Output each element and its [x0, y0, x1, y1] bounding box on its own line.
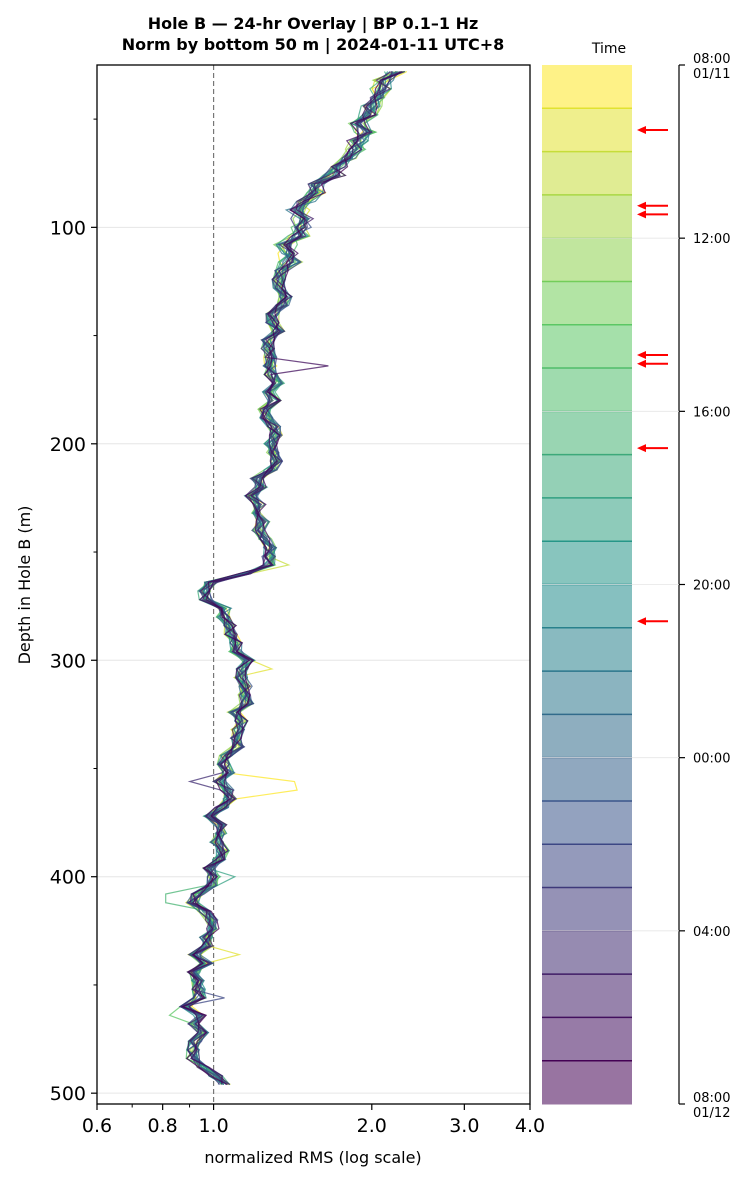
y-tick-label: 100 — [50, 217, 86, 239]
event-arrow — [637, 444, 668, 453]
colorbar — [542, 65, 632, 1105]
event-arrows — [637, 125, 668, 626]
colorbar-segment — [542, 757, 632, 802]
plot-frame — [96, 64, 531, 1105]
colorbar-segment — [542, 1060, 632, 1105]
colorbar-segment — [542, 194, 632, 239]
colorbar-segment — [542, 238, 632, 282]
colorbar-segment — [542, 108, 632, 153]
colorbar-segment — [542, 65, 632, 109]
colorbar-segment — [542, 844, 632, 889]
colorbar-segment — [542, 541, 632, 585]
x-axis-label: normalized RMS (log scale) — [204, 1148, 421, 1167]
event-arrow — [637, 201, 668, 210]
grid — [97, 226, 530, 1094]
chart-title-line: Hole B — 24-hr Overlay | BP 0.1–1 Hz — [148, 14, 479, 34]
x-tick-label: 3.0 — [449, 1115, 479, 1137]
colorbar-segment — [542, 671, 632, 715]
colorbar-segment — [542, 368, 632, 412]
time-tick-label: 12:00 — [693, 232, 730, 247]
time-tick-label: 01/12 — [693, 1106, 730, 1121]
time-tick-label: 20:00 — [693, 579, 730, 594]
colorbar-segment — [542, 584, 632, 629]
profiles — [165, 70, 408, 1086]
x-tick-label: 0.8 — [148, 1115, 178, 1137]
x-tick-label: 2.0 — [357, 1115, 387, 1137]
y-tick-label: 400 — [50, 867, 86, 889]
y-axis: 100 200 300 400 500 — [50, 118, 97, 1105]
x-tick-label: 4.0 — [515, 1115, 545, 1137]
y-tick-label: 300 — [50, 650, 86, 672]
event-arrow — [637, 617, 668, 626]
event-arrow — [637, 125, 668, 134]
time-tick-label: 00:00 — [693, 752, 730, 767]
colorbar-segment — [542, 497, 632, 542]
colorbar-segment — [542, 627, 632, 672]
y-tick-label: 500 — [50, 1083, 86, 1105]
colorbar-segment — [542, 800, 632, 845]
colorbar-segment — [542, 411, 632, 456]
x-tick-label: 1.0 — [198, 1115, 228, 1137]
time-tick-label: 08:00 — [693, 1091, 730, 1106]
colorbar-segment — [542, 324, 632, 369]
colorbar-segment — [542, 454, 632, 499]
time-tick-label: 01/11 — [693, 67, 730, 82]
event-arrow — [637, 351, 668, 360]
time-axis: 08:0001/1112:0016:0020:0000:0004:0008:00… — [542, 52, 730, 1121]
time-tick-label: 08:00 — [693, 52, 730, 67]
colorbar-label: Time — [591, 41, 626, 57]
y-axis-label: Depth in Hole B (m) — [15, 506, 34, 665]
colorbar-segment — [542, 151, 632, 196]
colorbar-segment — [542, 887, 632, 932]
y-tick-label: 200 — [50, 434, 86, 456]
x-tick-label: 0.6 — [82, 1115, 112, 1137]
x-axis: 0.6 0.8 1.0 2.0 3.0 4.0 — [82, 1104, 545, 1137]
colorbar-segment — [542, 930, 632, 975]
event-arrow — [637, 210, 668, 219]
plot-area — [97, 65, 530, 1104]
chart-title: Hole B — 24-hr Overlay | BP 0.1–1 HzNorm… — [122, 14, 505, 55]
colorbar-segment — [542, 974, 632, 1018]
chart-title-line: Norm by bottom 50 m | 2024-01-11 UTC+8 — [122, 35, 505, 55]
profile-line — [187, 70, 405, 1085]
time-tick-label: 16:00 — [693, 405, 730, 420]
time-tick-label: 04:00 — [693, 925, 730, 940]
profile-line — [181, 70, 403, 1086]
colorbar-segment — [542, 714, 632, 759]
event-arrow — [637, 359, 668, 368]
colorbar-segment — [542, 1017, 632, 1062]
colorbar-segment — [542, 281, 632, 326]
